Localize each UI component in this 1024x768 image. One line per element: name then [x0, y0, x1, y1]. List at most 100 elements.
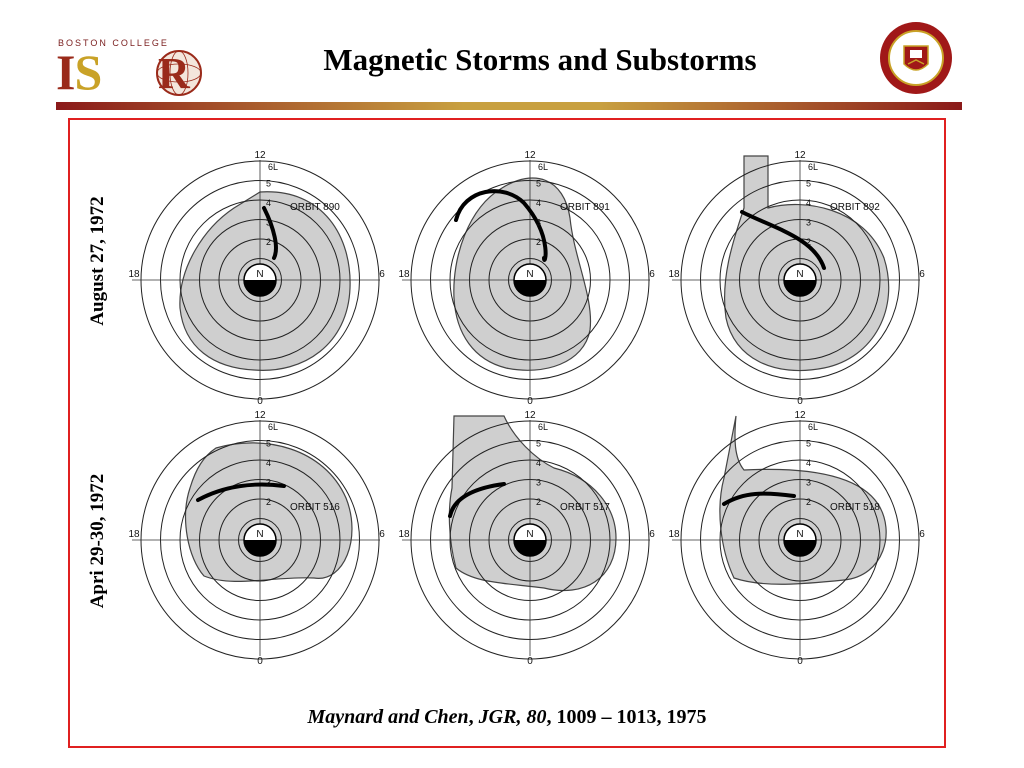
north-pole-label: N	[526, 529, 533, 540]
l-shell-label: 5	[536, 439, 541, 449]
l-shell-label: 2	[536, 237, 541, 247]
tick-label-18: 18	[668, 529, 680, 540]
l-shell-label: 6L	[808, 422, 818, 432]
panel-orbit-890: N 12 0 18 6 6L 2 3 4 5 ORBIT 890	[124, 148, 394, 404]
orbit-trajectory	[740, 210, 826, 270]
tick-label-0: 0	[797, 396, 803, 404]
logo-wordmark: IS	[56, 44, 102, 100]
orbit-label: ORBIT 890	[290, 202, 340, 213]
tick-label-18: 18	[398, 269, 410, 280]
tick-label-6: 6	[649, 269, 655, 280]
tick-label-6: 6	[919, 529, 925, 540]
l-shell-label: 3	[536, 478, 541, 488]
globe-icon: R	[156, 49, 202, 98]
l-shell-label: 6L	[538, 162, 548, 172]
polar-plot: N 12 0 18 6 6L 2 3 4 5 ORBIT 891	[398, 150, 655, 404]
tick-label-0: 0	[257, 396, 263, 404]
figure-frame	[68, 118, 946, 748]
l-shell-label: 2	[266, 497, 271, 507]
orbit-label: ORBIT 516	[290, 502, 340, 513]
l-shell-label: 4	[266, 198, 271, 208]
l-shell-label: 2	[266, 237, 271, 247]
orbit-trajectory	[722, 491, 796, 506]
north-pole-label: N	[256, 529, 263, 540]
l-shell-label: 6L	[268, 162, 278, 172]
polar-plot: N 12 0 18 6 6L 2 3 4 5 ORBIT 517	[398, 410, 655, 664]
l-shell-label: 2	[536, 497, 541, 507]
tick-label-6: 6	[919, 269, 925, 280]
tick-label-6: 6	[649, 529, 655, 540]
polar-plot: N 12 0 18 6 6L 2 3 4 5 ORBIT 892	[668, 150, 925, 404]
earth-night-side	[784, 540, 816, 556]
svg-text:R: R	[158, 49, 191, 98]
tick-label-0: 0	[527, 656, 533, 664]
slide-title: Magnetic Storms and Substorms	[323, 42, 757, 77]
row-label-april: Apri 29-30, 1972	[87, 473, 108, 609]
tick-label-12: 12	[254, 150, 266, 161]
l-shell-label: 4	[536, 198, 541, 208]
l-shell-label: 4	[536, 458, 541, 468]
l-shell-label: 5	[266, 179, 271, 189]
orbit-label: ORBIT 518	[830, 502, 880, 513]
north-pole-label: N	[796, 529, 803, 540]
l-shell-label: 4	[266, 458, 271, 468]
north-pole-label: N	[796, 269, 803, 280]
tick-label-0: 0	[527, 396, 533, 404]
polar-plot: N 12 0 18 6 6L 2 3 4 5 ORBIT 890	[128, 150, 385, 404]
tick-label-12: 12	[254, 410, 266, 421]
l-shell-label: 6L	[808, 162, 818, 172]
orbit-label: ORBIT 517	[560, 502, 610, 513]
l-shell-label: 6L	[538, 422, 548, 432]
tick-label-12: 12	[524, 410, 536, 421]
l-shell-label: 4	[806, 198, 811, 208]
orbit-trajectory	[196, 482, 286, 502]
l-shell-label: 3	[266, 218, 271, 228]
l-shell-label: 2	[806, 237, 811, 247]
orbit-label: ORBIT 892	[830, 202, 880, 213]
l-shell-label: 3	[806, 478, 811, 488]
north-pole-label: N	[256, 269, 263, 280]
plasmasphere-region	[448, 415, 617, 592]
l-shell-label: 3	[806, 218, 811, 228]
earth-night-side	[514, 540, 546, 556]
tick-label-18: 18	[128, 269, 140, 280]
orbit-trajectory	[448, 482, 506, 518]
polar-plot: N 12 0 18 6 6L 2 3 4 5 ORBIT 516	[128, 410, 385, 664]
tick-label-18: 18	[398, 529, 410, 540]
earth-night-side	[244, 540, 276, 556]
l-shell-label: 6L	[268, 422, 278, 432]
citation: Maynard and Chen, JGR, 80, 1009 – 1013, …	[307, 706, 707, 728]
l-shell-label: 5	[806, 439, 811, 449]
l-shell-label: 3	[266, 478, 271, 488]
tick-label-6: 6	[379, 269, 385, 280]
panel-orbit-516: N 12 0 18 6 6L 2 3 4 5 ORBIT 516	[124, 408, 394, 664]
panel-orbit-518: N 12 0 18 6 6L 2 3 4 5 ORBIT 518	[664, 408, 934, 664]
earth-night-side	[514, 280, 546, 296]
tick-label-12: 12	[794, 150, 806, 161]
earth-night-side	[784, 280, 816, 296]
tick-label-0: 0	[797, 656, 803, 664]
row-label-august: August 27, 1972	[87, 196, 108, 326]
l-shell-label: 3	[536, 218, 541, 228]
tick-label-6: 6	[379, 529, 385, 540]
isr-logo: BOSTON COLLEGE IS R	[56, 38, 206, 98]
panel-orbit-517: N 12 0 18 6 6L 2 3 4 5 ORBIT 517	[394, 408, 664, 664]
l-shell-label: 2	[806, 497, 811, 507]
l-shell-label: 5	[536, 179, 541, 189]
tick-label-12: 12	[524, 150, 536, 161]
polar-plot: N 12 0 18 6 6L 2 3 4 5 ORBIT 518	[668, 410, 925, 664]
panel-orbit-891: N 12 0 18 6 6L 2 3 4 5 ORBIT 891	[394, 148, 664, 404]
boston-college-seal-icon	[880, 22, 952, 94]
tick-label-18: 18	[128, 529, 140, 540]
tick-label-0: 0	[257, 656, 263, 664]
tick-label-18: 18	[668, 269, 680, 280]
l-shell-label: 5	[806, 179, 811, 189]
orbit-trajectory	[262, 206, 278, 260]
plasmasphere-region	[719, 415, 887, 585]
panel-orbit-892: N 12 0 18 6 6L 2 3 4 5 ORBIT 892	[664, 148, 934, 404]
header-divider	[56, 102, 962, 110]
l-shell-label: 5	[266, 439, 271, 449]
earth-night-side	[244, 280, 276, 296]
orbit-label: ORBIT 891	[560, 202, 610, 213]
orbit-trajectory	[454, 189, 548, 262]
